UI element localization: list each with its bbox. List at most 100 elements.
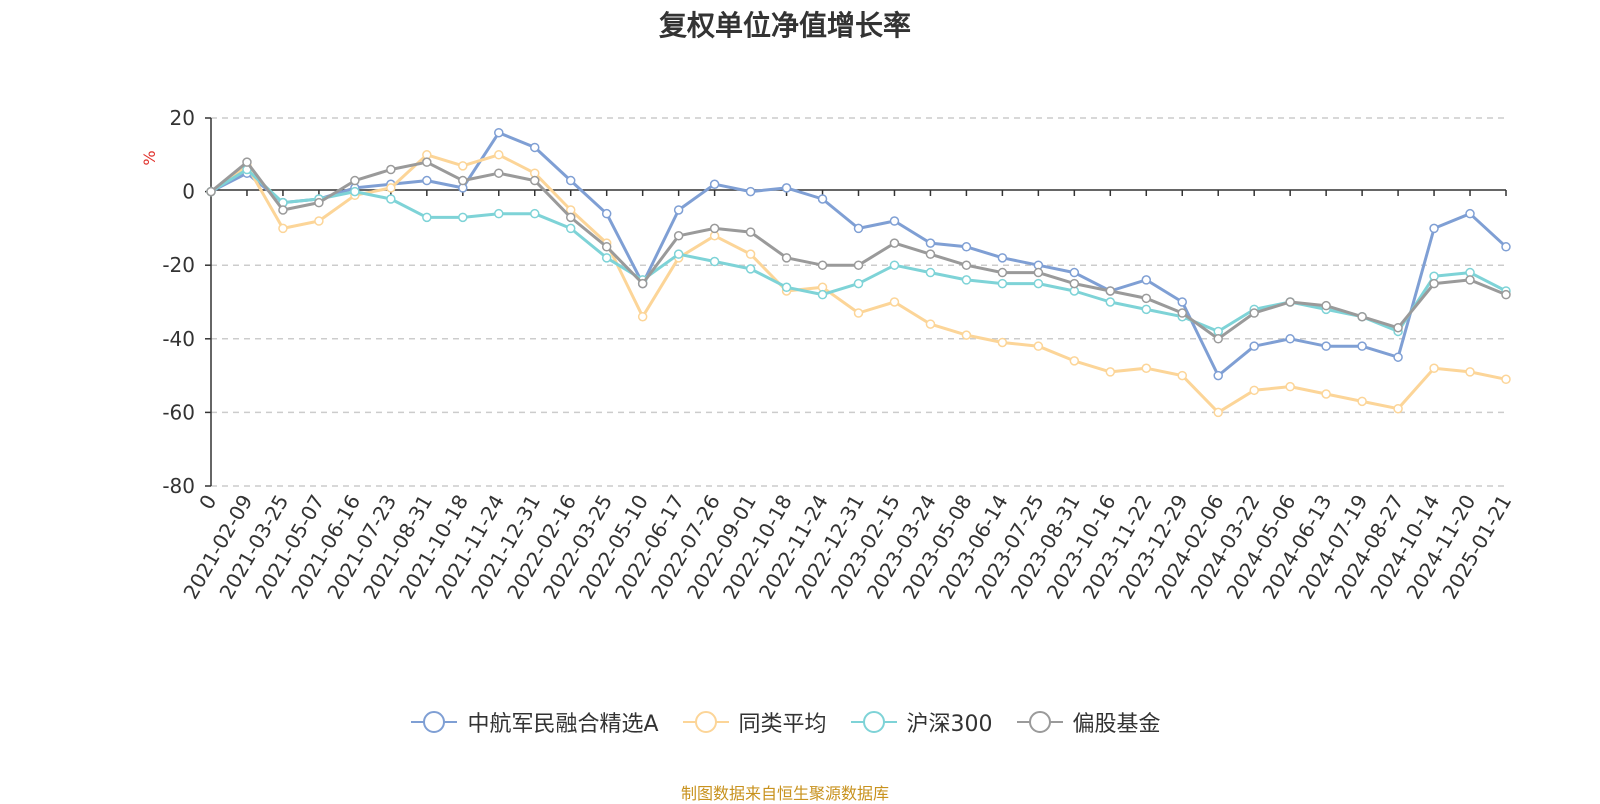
series-point-2: [853, 278, 864, 289]
series-point-0: [1321, 341, 1331, 351]
legend-marker-icon: [1016, 711, 1063, 733]
y-tick-label: -20: [162, 253, 195, 277]
series-point-0: [1285, 334, 1295, 344]
series-point-3: [565, 212, 576, 223]
series-point-0: [709, 179, 720, 189]
series-point-1: [1285, 381, 1295, 392]
series-point-3: [961, 260, 972, 270]
series-point-2: [601, 253, 612, 263]
legend-marker-icon: [850, 711, 897, 733]
series-point-3: [422, 157, 432, 167]
legend-item[interactable]: 中航军民融合精选A: [409, 706, 659, 738]
series-point-0: [1429, 223, 1439, 234]
series-point-1: [853, 308, 864, 318]
series-point-1: [1429, 363, 1439, 373]
series-point-2: [494, 208, 504, 219]
series-point-1: [1393, 403, 1403, 414]
series-point-3: [242, 157, 252, 167]
y-tick-label: 0: [182, 180, 195, 204]
series-point-2: [1141, 304, 1152, 315]
series-point-3: [1177, 308, 1187, 318]
series-point-0: [781, 183, 792, 193]
series-point-3: [889, 238, 900, 248]
legend: 中航军民融合精选A 同类平均 沪深300 偏股基金: [0, 706, 1570, 738]
legend-label: 偏股基金: [1072, 712, 1161, 737]
series-point-1: [961, 330, 972, 340]
series-point-3: [997, 267, 1008, 278]
series-point-0: [601, 208, 612, 219]
series-point-0: [745, 186, 756, 197]
series-point-1: [494, 150, 504, 160]
chart-title: 复权单位净值增长率: [658, 9, 911, 42]
series-point-3: [925, 249, 936, 259]
series-point-2: [817, 289, 828, 300]
series-point-0: [961, 242, 972, 252]
legend-item[interactable]: 沪深300: [849, 706, 993, 738]
series-point-3: [1105, 286, 1116, 296]
series-point-2: [997, 278, 1008, 289]
series-point-0: [1357, 341, 1367, 351]
source-note: 制图数据来自恒生聚源数据库: [680, 784, 889, 803]
series-point-3: [1501, 289, 1511, 300]
series-point-0: [817, 194, 828, 204]
series-point-1: [278, 223, 288, 234]
legend-item[interactable]: 偏股基金: [1015, 706, 1161, 738]
series-point-3: [530, 175, 540, 186]
series-point-2: [350, 186, 360, 197]
series-point-2: [889, 260, 900, 270]
series-point-2: [422, 212, 432, 223]
series-point-1: [1141, 363, 1152, 373]
series-point-1: [386, 183, 396, 193]
series-point-1: [1357, 396, 1367, 407]
legend-marker-icon: [411, 711, 458, 733]
series-point-2: [458, 212, 468, 223]
y-tick-label: -40: [162, 327, 195, 351]
series-point-0: [853, 223, 864, 234]
series-point-3: [494, 168, 504, 178]
series-point-0: [997, 253, 1008, 263]
series-point-2: [925, 267, 936, 278]
y-axis-unit: %: [140, 150, 159, 165]
series-point-1: [1105, 367, 1116, 377]
series-point-3: [1033, 267, 1044, 278]
series-point-1: [458, 161, 468, 171]
series-point-3: [1285, 297, 1295, 307]
series-point-1: [637, 311, 648, 322]
series-point-2: [386, 194, 396, 204]
series-point-3: [1321, 300, 1331, 311]
x-tick-label: 0: [194, 491, 221, 514]
series-point-3: [637, 278, 648, 289]
series-point-3: [1249, 308, 1259, 318]
series-point-1: [1501, 374, 1511, 385]
series-point-1: [1033, 341, 1044, 351]
series-point-1: [1465, 367, 1475, 377]
series-point-2: [530, 208, 540, 219]
series-point-2: [781, 282, 792, 293]
series-point-2: [745, 264, 756, 274]
series-point-3: [601, 242, 612, 252]
series-point-2: [961, 275, 972, 285]
series-point-3: [709, 223, 720, 234]
series-point-0: [889, 216, 900, 226]
series-point-2: [709, 256, 720, 267]
series-point-3: [458, 175, 468, 186]
series-point-3: [1393, 323, 1403, 333]
series-point-1: [1321, 389, 1331, 399]
series-point-3: [278, 205, 288, 215]
series-point-3: [1465, 275, 1475, 285]
series-point-3: [386, 164, 396, 175]
series-point-1: [1069, 356, 1080, 366]
series-point-1: [745, 249, 756, 259]
series-point-0: [1177, 297, 1187, 307]
series-point-0: [1501, 242, 1511, 252]
y-tick-label: -60: [162, 400, 195, 424]
series-point-3: [1429, 278, 1439, 289]
series-point-3: [206, 186, 216, 197]
series-point-3: [745, 227, 756, 237]
legend-marker-icon: [682, 711, 729, 733]
series-point-0: [530, 142, 540, 153]
legend-item[interactable]: 同类平均: [681, 706, 827, 738]
series-point-3: [350, 175, 360, 186]
series-point-1: [314, 216, 324, 226]
